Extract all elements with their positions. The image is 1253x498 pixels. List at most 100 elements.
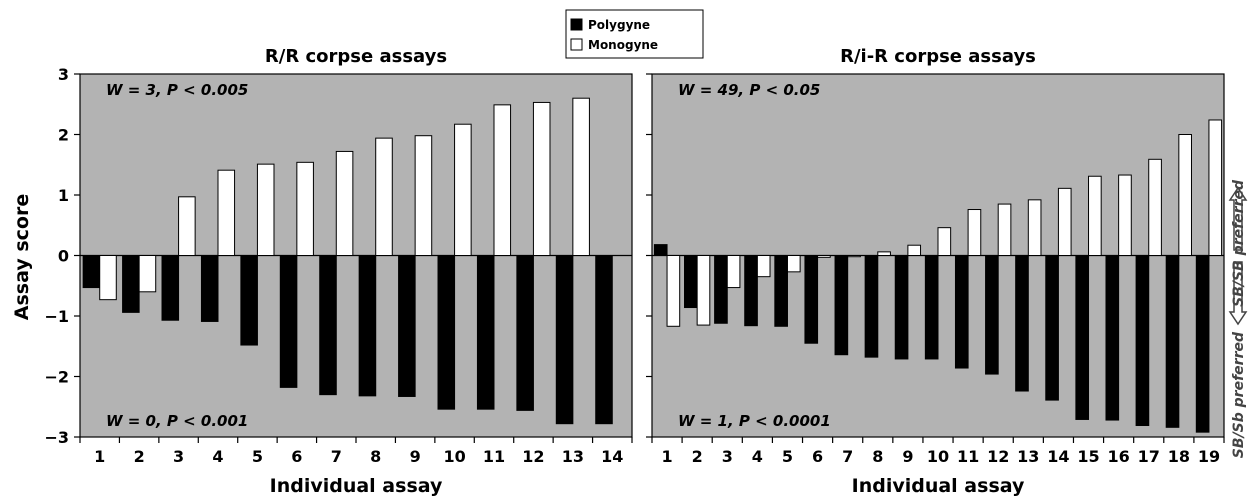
bar-polygyne <box>894 255 909 360</box>
x-tick-label: 2 <box>134 447 145 466</box>
x-tick-label: 15 <box>1077 447 1099 466</box>
bar-polygyne <box>240 255 258 346</box>
down-arrow-icon <box>1228 261 1248 326</box>
x-tick-label: 19 <box>1198 447 1220 466</box>
x-axis-label: Individual assay <box>270 475 443 497</box>
bar-polygyne <box>437 255 456 410</box>
chart-title: R/R corpse assays <box>265 46 447 67</box>
bar-polygyne <box>744 255 758 327</box>
bar-polygyne <box>319 255 337 396</box>
bar-monogyne <box>696 255 711 326</box>
legend-label-polygyne: Polygyne <box>588 18 650 32</box>
bar-polygyne <box>924 255 939 360</box>
x-tick-label: 17 <box>1138 447 1160 466</box>
bar-monogyne <box>493 104 512 257</box>
y-tick-label: 2 <box>58 126 69 145</box>
bar-polygyne <box>834 255 849 356</box>
annotation-monogyne-stat: W = 3, P < 0.005 <box>106 81 248 99</box>
y-tick-label: 1 <box>58 186 69 205</box>
x-tick-label: 14 <box>1047 447 1069 466</box>
x-tick-label: 5 <box>782 447 793 466</box>
bar-polygyne <box>476 255 495 410</box>
legend-swatch-polygyne <box>570 18 583 31</box>
bar-monogyne <box>847 255 861 258</box>
bar-monogyne <box>1057 187 1072 256</box>
bar-polygyne <box>516 255 534 411</box>
legend-label-monogyne: Monogyne <box>588 38 658 52</box>
bar-polygyne <box>200 255 219 322</box>
x-tick-label: 6 <box>291 447 302 466</box>
bar-monogyne <box>178 196 196 257</box>
bar-monogyne <box>1088 175 1102 256</box>
bar-monogyne <box>1118 174 1132 256</box>
x-tick-label: 7 <box>842 447 853 466</box>
bar-monogyne <box>375 137 393 257</box>
bar-polygyne <box>1015 255 1029 392</box>
bar-monogyne <box>335 150 354 256</box>
x-tick-label: 1 <box>94 447 105 466</box>
bar-monogyne <box>1027 199 1042 256</box>
chart-title: R/i-R corpse assays <box>840 46 1036 67</box>
bar-polygyne <box>555 255 574 425</box>
side-label-upper: SB/SB preferred <box>1231 179 1247 307</box>
up-arrow-icon <box>1228 186 1248 251</box>
bar-monogyne <box>907 244 922 256</box>
x-tick-label: 11 <box>483 447 505 466</box>
legend: Polygyne Monogyne <box>565 9 704 59</box>
side-label-lower: SB/Sb preferred <box>1231 331 1247 458</box>
legend-swatch-monogyne <box>570 38 583 51</box>
bar-polygyne <box>122 255 140 313</box>
y-tick-label: −1 <box>44 307 69 326</box>
bar-monogyne <box>99 255 117 301</box>
bar-monogyne <box>138 255 157 293</box>
bar-polygyne <box>1075 255 1090 420</box>
annotation-polygyne-stat: W = 0, P < 0.001 <box>106 412 248 430</box>
x-tick-label: 6 <box>812 447 823 466</box>
y-tick-label: 3 <box>58 65 69 84</box>
x-tick-label: 9 <box>902 447 913 466</box>
x-tick-label: 9 <box>410 447 421 466</box>
bar-monogyne <box>937 227 952 256</box>
x-tick-label: 2 <box>692 447 703 466</box>
bar-polygyne <box>1045 255 1059 401</box>
x-tick-label: 1 <box>661 447 672 466</box>
bar-polygyne <box>684 255 698 309</box>
x-tick-label: 12 <box>987 447 1009 466</box>
x-tick-label: 14 <box>601 447 623 466</box>
bar-monogyne <box>756 255 771 278</box>
bar-polygyne <box>954 255 969 369</box>
x-tick-label: 4 <box>212 447 223 466</box>
bar-monogyne <box>296 161 314 256</box>
bar-polygyne <box>1165 255 1180 428</box>
x-tick-label: 13 <box>1017 447 1039 466</box>
x-tick-label: 18 <box>1168 447 1190 466</box>
x-tick-label: 7 <box>331 447 342 466</box>
x-tick-label: 11 <box>957 447 979 466</box>
x-tick-label: 13 <box>562 447 584 466</box>
bar-monogyne <box>786 255 801 273</box>
bar-monogyne <box>1178 134 1192 256</box>
bar-monogyne <box>726 255 741 289</box>
bar-monogyne <box>666 255 681 327</box>
x-tick-label: 3 <box>173 447 184 466</box>
bar-polygyne <box>714 255 728 324</box>
y-tick-label: −2 <box>44 368 69 387</box>
annotation-polygyne-stat: W = 1, P < 0.0001 <box>678 412 831 430</box>
bar-polygyne <box>1105 255 1120 421</box>
bar-polygyne <box>1135 255 1150 427</box>
bar-polygyne <box>804 255 819 344</box>
bar-polygyne <box>279 255 298 388</box>
bar-polygyne <box>653 244 668 257</box>
bar-monogyne <box>532 101 551 256</box>
x-tick-label: 10 <box>927 447 949 466</box>
bar-monogyne <box>997 203 1012 256</box>
panel-rir-corpse-assays: 1 2 3 4 5 6 7 8 9 10 11 12 13 14 15 16 17 18 19R/i-R corps… <box>646 46 1225 497</box>
bar-polygyne <box>774 255 788 327</box>
x-tick-label: 12 <box>522 447 544 466</box>
bar-monogyne <box>1148 158 1162 256</box>
x-tick-label: 4 <box>752 447 763 466</box>
y-axis-label: Assay score <box>11 194 33 320</box>
x-tick-label: 8 <box>872 447 883 466</box>
bar-polygyne <box>358 255 377 397</box>
